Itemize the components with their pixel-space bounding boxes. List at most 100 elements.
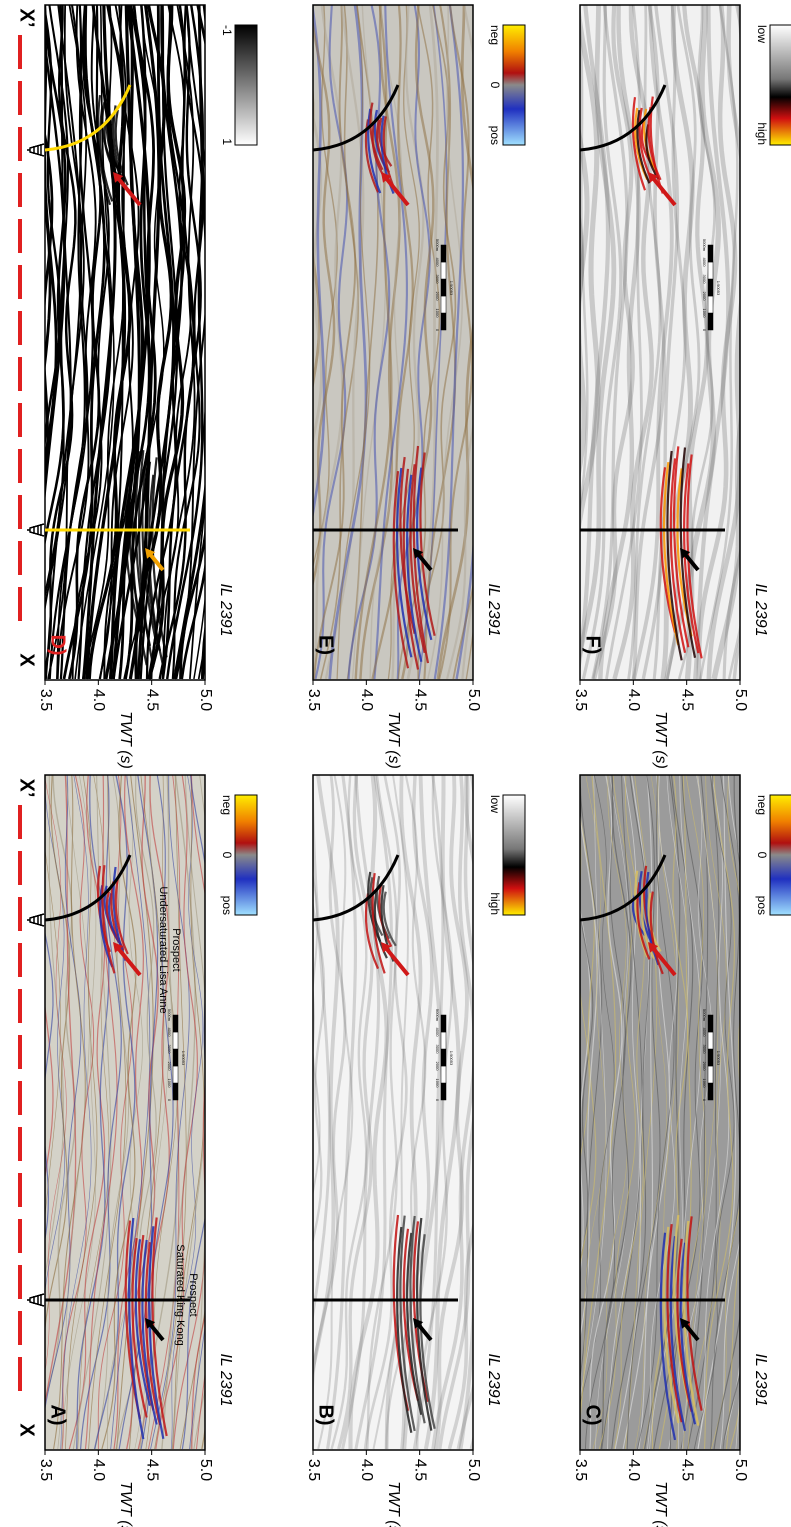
scale-segment [708,1015,713,1032]
colorbar-label: 0 [488,82,502,89]
scale-segment [708,1066,713,1083]
inline-label: IL 2391 [485,1353,502,1406]
scale-segment [708,245,713,262]
reflector [552,765,583,1449]
scale-segment [708,313,713,330]
scale-label: 3000 [167,1045,172,1055]
section-start: X [16,653,38,667]
reflector [548,0,583,679]
reflector [202,0,237,679]
colorbar [770,25,791,145]
colorbar-label: -1 [220,25,234,36]
tick-label: 4.5 [678,689,695,711]
scale-segment [173,1032,178,1049]
colorbar-label: low [488,795,502,813]
tick-label: 4.5 [143,689,160,711]
colorbar-label: high [488,892,502,915]
scale-segment [441,279,446,296]
scale-label: 2000 [702,1062,707,1072]
scale-segment [441,245,446,262]
colorbar-label: pos [755,896,769,915]
scale-ratio: 1:90053 [716,1051,721,1066]
scale-label: 3000 [435,1045,440,1055]
scale-ratio: 1:90053 [449,281,454,296]
scale-segment [441,262,446,279]
scale-ratio: 1:90053 [181,1051,186,1066]
tick-label: 5.0 [732,1459,749,1481]
tick-label: 4.0 [625,689,642,711]
scale-segment [441,313,446,330]
scale-segment [708,279,713,296]
panel-label: F) [582,636,604,655]
scale-segment [173,1066,178,1083]
panel-label: D) [47,634,69,655]
scale-segment [441,1083,446,1100]
scale-label: 5000m [702,1009,707,1022]
scale-label: 1000 [435,1079,440,1089]
tick-label: 3.5 [572,1459,589,1481]
colorbar-label: pos [220,896,234,915]
panel: 010002000300040005000m1:900533.54.04.55.… [4,765,257,1527]
axis-label: TWT (s) [385,1481,402,1527]
scale-segment [173,1083,178,1100]
panel-label: A) [47,1404,69,1425]
colorbar-label: low [755,25,769,43]
scale-label: 4000 [435,1028,440,1038]
tick-label: 4.5 [411,689,428,711]
scale-segment [441,296,446,313]
colorbar-label: high [755,122,769,145]
reflector [543,765,578,1449]
tick-label: 3.5 [37,1459,54,1481]
reflector [472,765,508,1449]
scale-segment [441,1049,446,1066]
tick-label: 5.0 [465,1459,482,1481]
reflector [740,765,772,1449]
colorbar-label: neg [220,795,234,815]
colorbar-label: 1 [220,138,234,145]
reflector [736,765,769,1449]
well-icon [27,524,44,536]
annotation: Undersaturated Lisa Anne [157,886,169,1013]
tick-label: 4.0 [90,1459,107,1481]
colorbar-label: 0 [755,852,769,859]
colorbar [770,795,791,915]
seismic-texture [543,765,771,1450]
reflector [209,765,239,1449]
inline-label: IL 2391 [752,583,769,636]
colorbar [235,25,257,145]
annotation: Prospect [170,928,182,971]
axis-label: TWT (s) [652,711,669,769]
scale-segment [441,1015,446,1032]
axis-label: TWT (s) [117,711,134,769]
section-start: X [16,1423,38,1437]
section-end: X’ [16,9,38,28]
scale-label: 4000 [702,1028,707,1038]
axis-label: TWT (s) [385,711,402,769]
seismic-texture [273,765,508,1450]
colorbar [503,795,525,915]
tick-label: 3.5 [37,689,54,711]
seismic-texture [4,765,239,1450]
reflector [5,0,41,679]
colorbar-label: neg [488,25,502,45]
colorbar [235,795,257,915]
scale-label: 1000 [435,309,440,319]
annotation: Prospect [187,1273,199,1316]
tick-label: 4.5 [143,1459,160,1481]
reflector [203,0,234,679]
colorbar-label: neg [755,795,769,815]
colorbar [503,25,525,145]
tick-label: 5.0 [197,1459,214,1481]
figure: XX’XX’3.54.04.55.0TWT (s)IL 2391D)-11010… [0,0,791,1527]
scale-label: 2000 [435,292,440,302]
tick-label: 4.5 [411,1459,428,1481]
scale-label: 3000 [702,275,707,285]
scale-ratio: 1:90053 [716,281,721,296]
well-icon [27,914,44,926]
scale-label: 5000m [702,239,707,252]
scale-label: 5000m [435,1009,440,1022]
scale-segment [708,1083,713,1100]
scale-label: 4000 [702,258,707,268]
tick-label: 3.5 [305,689,322,711]
